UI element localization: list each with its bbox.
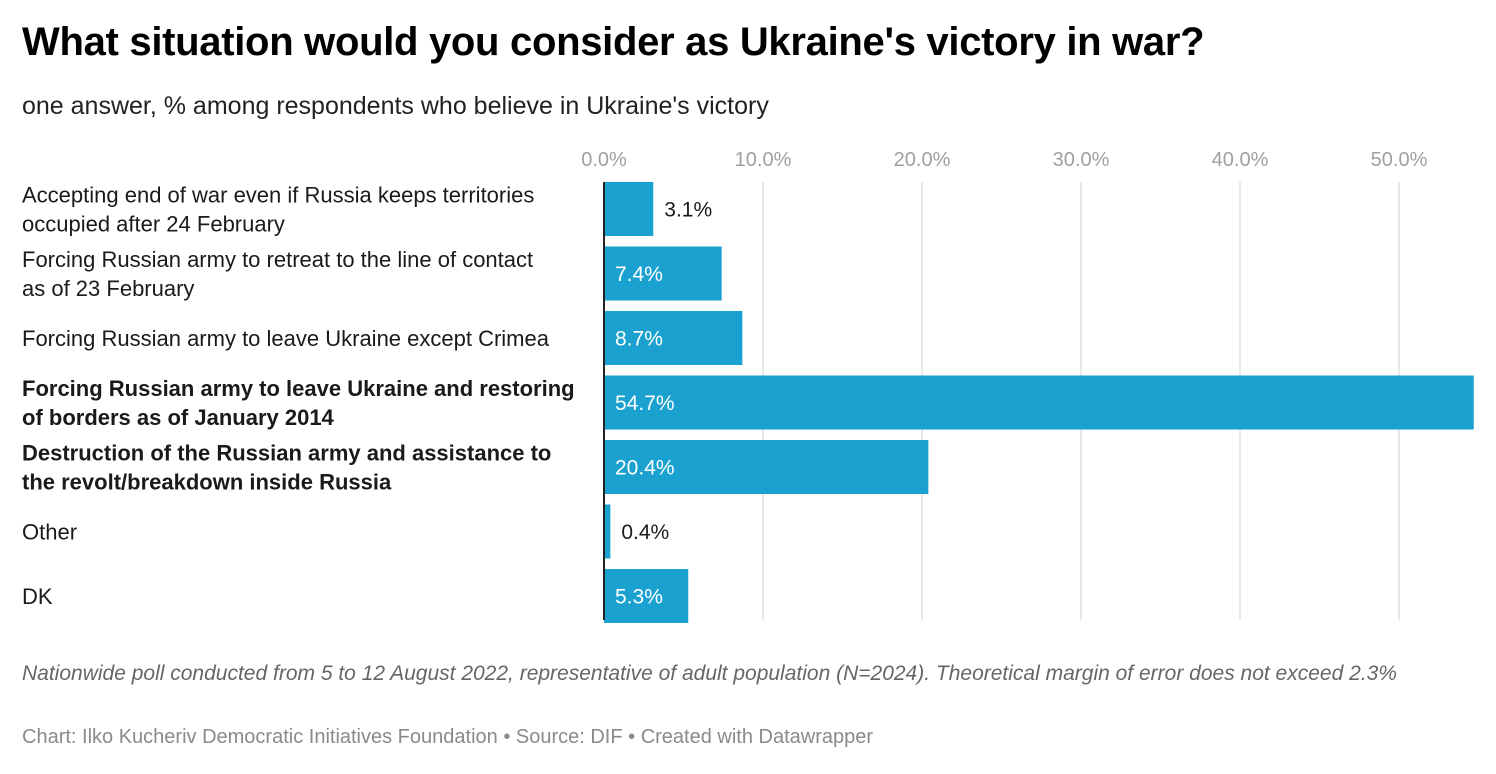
bar [604, 440, 929, 494]
x-tick-label: 40.0% [1212, 149, 1269, 171]
value-label: 20.4% [615, 457, 675, 480]
bar [604, 246, 722, 301]
x-tick-label: 50.0% [1371, 149, 1428, 171]
bar-chart: 0.0% 10.0% 20.0% 30.0% 40.0% 50.0% Accepting e… [22, 149, 1474, 623]
bar [604, 182, 654, 236]
value-label: 8.7% [615, 328, 663, 351]
category-label: Forcing Russian army to leave Ukraine an… [22, 376, 575, 401]
value-label: 5.3% [615, 586, 663, 609]
value-label: 54.7% [615, 392, 675, 415]
category-label: the revolt/breakdown inside Russia [22, 470, 392, 495]
x-tick-label: 10.0% [735, 149, 792, 171]
category-label: Destruction of the Russian army and assi… [22, 441, 551, 466]
category-label: of borders as of January 2014 [22, 405, 335, 430]
category-label: DK [22, 584, 53, 609]
chart-notes: Nationwide poll conducted from 5 to 12 A… [22, 662, 1397, 685]
value-label: 7.4% [615, 263, 663, 286]
x-tick-label: 20.0% [894, 149, 951, 171]
category-label: Accepting end of war even if Russia keep… [22, 183, 534, 208]
value-label: 3.1% [664, 199, 712, 222]
chart-subtitle: one answer, % among respondents who beli… [22, 92, 769, 120]
bar [604, 311, 743, 365]
bar [604, 569, 689, 623]
x-tick-label: 0.0% [581, 149, 627, 171]
category-label: as of 23 February [22, 276, 194, 301]
x-tick-label: 30.0% [1053, 149, 1110, 171]
chart-title: What situation would you consider as Ukr… [22, 20, 1205, 64]
category-label: Other [22, 520, 77, 545]
category-label: occupied after 24 February [22, 212, 285, 237]
chart-credits: Chart: Ilko Kucheriv Democratic Initiati… [22, 726, 874, 748]
category-label: Forcing Russian army to leave Ukraine ex… [22, 326, 550, 351]
value-label: 0.4% [621, 521, 669, 544]
category-label: Forcing Russian army to retreat to the l… [22, 247, 533, 272]
bar [604, 504, 611, 559]
bar [604, 375, 1474, 430]
